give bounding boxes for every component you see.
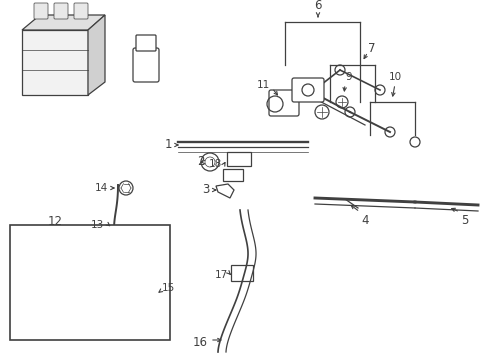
Text: 8: 8	[311, 82, 317, 92]
FancyBboxPatch shape	[291, 78, 324, 102]
Polygon shape	[216, 184, 234, 198]
Text: 9: 9	[345, 72, 351, 82]
Text: 6: 6	[314, 0, 321, 12]
FancyBboxPatch shape	[268, 90, 298, 116]
FancyBboxPatch shape	[54, 3, 68, 19]
FancyBboxPatch shape	[74, 3, 88, 19]
Text: 14: 14	[95, 183, 108, 193]
Text: 1: 1	[164, 139, 172, 152]
FancyBboxPatch shape	[226, 152, 250, 166]
Text: 5: 5	[460, 214, 468, 227]
Text: 2: 2	[197, 156, 204, 168]
Text: 17: 17	[214, 270, 227, 280]
Text: 4: 4	[361, 214, 368, 227]
FancyBboxPatch shape	[136, 35, 156, 51]
Text: 16: 16	[193, 336, 207, 348]
Text: 15: 15	[162, 283, 175, 293]
Text: 3: 3	[202, 184, 209, 197]
Polygon shape	[22, 30, 88, 95]
FancyBboxPatch shape	[223, 169, 243, 181]
FancyBboxPatch shape	[230, 265, 252, 281]
Text: 13: 13	[91, 220, 104, 230]
Text: 18: 18	[208, 159, 222, 169]
Polygon shape	[22, 15, 105, 30]
FancyBboxPatch shape	[34, 3, 48, 19]
Text: 12: 12	[47, 215, 62, 228]
Text: 10: 10	[387, 72, 401, 82]
Bar	[10, 225, 170, 340]
Polygon shape	[88, 15, 105, 95]
Text: 7: 7	[367, 41, 375, 54]
FancyBboxPatch shape	[133, 48, 159, 82]
Text: 11: 11	[256, 80, 269, 90]
